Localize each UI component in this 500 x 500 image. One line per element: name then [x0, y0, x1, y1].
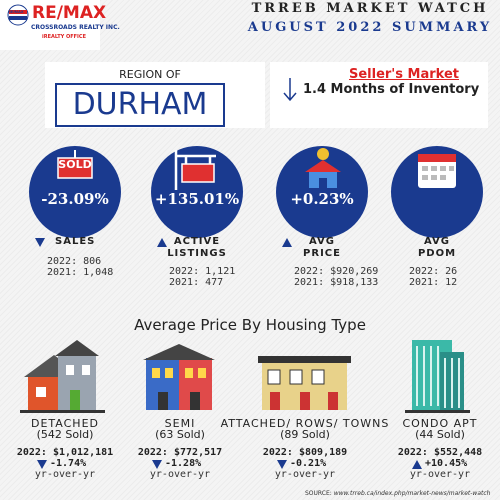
- housing-price-row: 2022: $772,517: [138, 447, 222, 458]
- stat-label: PRICE: [303, 248, 341, 259]
- housing-price-row: 2022: $552,448: [398, 447, 482, 458]
- housing-change: -0.21%: [290, 458, 327, 469]
- stat-row: 2022: 1,121: [169, 266, 235, 277]
- housing-year: 2022:: [262, 447, 293, 458]
- market-panel: [270, 62, 488, 128]
- stat-label: AVG: [308, 236, 336, 247]
- trend-triangle: [152, 460, 162, 469]
- trend-triangle: [35, 238, 45, 247]
- stat-value: 477: [205, 277, 224, 288]
- source: SOURCE: www.trreb.ca/index.php/market-ne…: [305, 490, 490, 497]
- housing-year: 2022:: [397, 447, 428, 458]
- stat-label: LISTINGS: [167, 248, 227, 259]
- balloon-text: RE/MAX: [8, 9, 24, 14]
- stat-label: PDOM: [417, 248, 457, 259]
- housing-icons: [20, 340, 470, 413]
- region-panel: [45, 62, 265, 128]
- stat-value: 1,048: [83, 267, 114, 278]
- stat-row: 2022: 26: [409, 266, 457, 277]
- housing-note: yr-over-yr: [409, 469, 471, 480]
- trend-triangle: [412, 460, 422, 469]
- down-arrow: [283, 78, 297, 102]
- stat-value: 12: [445, 277, 458, 288]
- stat-label: SALES: [55, 236, 96, 247]
- stat-year: 2021:: [169, 277, 200, 288]
- market-status: Seller's Market: [348, 67, 460, 82]
- stat-value: $918,133: [330, 277, 379, 288]
- stat-icon: [418, 154, 456, 188]
- stat-value: 806: [83, 256, 102, 267]
- housing-price: $1,012,181: [52, 447, 114, 458]
- semi-icon: [143, 344, 215, 410]
- housing-change: -1.28%: [165, 458, 202, 469]
- logo-tagline: iREALTY OFFICE: [42, 34, 87, 40]
- stat-row: 2021: 1,048: [47, 267, 113, 278]
- housing-price: $552,448: [433, 447, 483, 458]
- stat-change: -23.09%: [41, 190, 109, 208]
- stat-icon: [174, 150, 216, 190]
- housing-note: yr-over-yr: [149, 469, 211, 480]
- stat-icon: [57, 150, 93, 179]
- region-name: DURHAM: [55, 83, 225, 127]
- stat-change: +135.01%: [154, 190, 240, 208]
- stat-value: $920,269: [330, 266, 379, 277]
- housing-sold: (89 Sold): [280, 428, 330, 441]
- stat-change: +0.23%: [290, 190, 354, 208]
- housing-year: 2022:: [137, 447, 168, 458]
- stat-row: 2021: 477: [169, 277, 223, 288]
- stat-label: AVG: [423, 236, 451, 247]
- towns-icon: [258, 356, 351, 410]
- logo-office: CROSSROADS REALTY INC.: [31, 24, 120, 31]
- region-label: REGION OF: [119, 68, 181, 81]
- trend-triangle: [157, 238, 167, 247]
- trend-triangle: [282, 238, 292, 247]
- housing-type: ATTACHED/ ROWS/ TOWNS: [220, 417, 390, 430]
- detached-icon: [20, 340, 105, 413]
- stat-year: 2021:: [409, 277, 440, 288]
- housing-type: SEMI: [164, 417, 196, 430]
- stat-value: 26: [445, 266, 458, 277]
- stat-circle: [151, 146, 243, 238]
- stat-row: 2021: 12: [409, 277, 457, 288]
- housing-price-row: 2022: $809,189: [263, 447, 347, 458]
- logo-brand: RE/MAX: [32, 3, 107, 23]
- title: TRREB MARKET WATCH: [251, 1, 489, 16]
- housing-note: yr-over-yr: [34, 469, 96, 480]
- housing-price: $809,189: [298, 447, 348, 458]
- stat-value: 1,121: [205, 266, 236, 277]
- trend-triangle: [277, 460, 287, 469]
- housing-note: yr-over-yr: [274, 469, 336, 480]
- housing-change: +10.45%: [425, 458, 468, 469]
- condo-icon: [405, 340, 470, 413]
- stat-year: 2022:: [47, 256, 78, 267]
- stat-year: 2022:: [294, 266, 325, 277]
- housing-sold: (542 Sold): [36, 428, 94, 441]
- source-url: www.trreb.ca/index.php/market-news/marke…: [333, 490, 491, 497]
- inventory: 1.4 Months of Inventory: [303, 82, 480, 97]
- trend-triangle: [37, 460, 47, 469]
- housing-price: $772,517: [173, 447, 223, 458]
- housing-type: CONDO APT: [402, 417, 478, 430]
- stat-label: ACTIVE: [173, 236, 221, 247]
- housing-price-row: 2022: $1,012,181: [17, 447, 113, 458]
- stat-icon: [305, 148, 341, 188]
- housing-sold: (63 Sold): [155, 428, 205, 441]
- stat-year: 2021:: [294, 277, 325, 288]
- housing-year: 2022:: [16, 447, 47, 458]
- housing-change: -1.74%: [50, 458, 87, 469]
- stat-year: 2021:: [47, 267, 78, 278]
- stat-row: 2022: $920,269: [294, 266, 378, 277]
- stat-year: 2022:: [169, 266, 200, 277]
- subtitle: AUGUST 2022 SUMMARY: [247, 20, 493, 35]
- stat-row: 2022: 806: [47, 256, 101, 267]
- section-title: Average Price By Housing Type: [134, 316, 366, 334]
- housing-type: DETACHED: [31, 417, 99, 430]
- stat-row: 2021: $918,133: [294, 277, 378, 288]
- stat-year: 2022:: [409, 266, 440, 277]
- housing-sold: (44 Sold): [415, 428, 465, 441]
- sign-text: SOLD: [58, 158, 92, 171]
- source-label: SOURCE:: [305, 490, 332, 497]
- logo-balloon: [7, 4, 29, 26]
